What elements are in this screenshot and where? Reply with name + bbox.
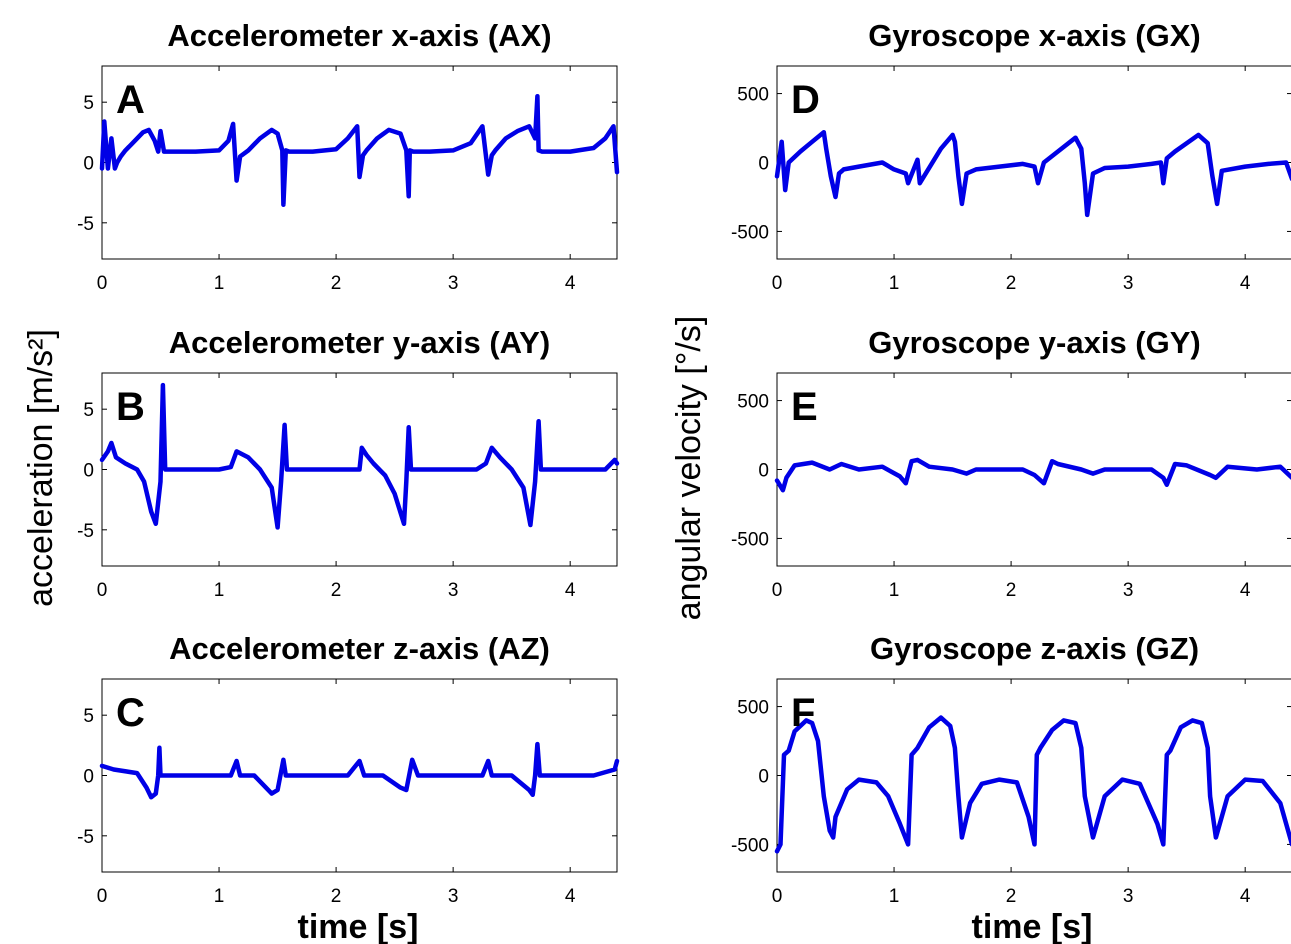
x-tick-label-ay-1: 1 [214, 580, 225, 601]
y-tick-label-gy-2: -500 [731, 529, 769, 550]
panel-gy: Gyroscope y-axis (GY) 0 1 2 3 4 500 0 -500 E [731, 325, 1291, 601]
x-tick-label-gy-0: 0 [772, 580, 783, 601]
y-tick-label-az-0: 5 [83, 706, 94, 727]
panel-title-gy: Gyroscope y-axis (GY) [868, 325, 1201, 360]
x-tick-label-gx-4: 4 [1240, 273, 1251, 294]
y-tick-label-ax-0: 5 [83, 93, 94, 114]
y-tick-label-ax-2: -5 [77, 214, 94, 235]
panel-letter-gy: E [791, 385, 818, 429]
x-tick-label-az-1: 1 [214, 886, 225, 907]
panel-title-gx: Gyroscope x-axis (GX) [868, 18, 1201, 53]
x-tick-label-ax-4: 4 [565, 273, 576, 294]
y-tick-label-gx-2: -500 [731, 222, 769, 243]
y-tick-label-ay-0: 5 [83, 400, 94, 421]
y-tick-label-gy-1: 0 [758, 461, 769, 482]
y-tick-label-ay-2: -5 [77, 521, 94, 542]
series-line-ay [99, 382, 620, 530]
x-tick-label-gy-4: 4 [1240, 580, 1251, 601]
series-line-gz [774, 715, 1291, 854]
y-label-angular-velocity: angular velocity [°/s] [670, 316, 708, 621]
y-tick-label-gz-2: -500 [731, 835, 769, 856]
panel-title-ax: Accelerometer x-axis (AX) [167, 18, 551, 53]
x-tick-label-az-0: 0 [97, 886, 108, 907]
x-tick-label-ay-3: 3 [448, 580, 459, 601]
x-tick-label-gz-4: 4 [1240, 886, 1251, 907]
series-line-az [99, 741, 620, 800]
x-tick-label-gy-3: 3 [1123, 580, 1134, 601]
x-tick-label-ay-2: 2 [331, 580, 342, 601]
y-tick-label-gx-0: 500 [737, 85, 769, 106]
y-tick-label-gz-0: 500 [737, 698, 769, 719]
x-tick-label-ay-4: 4 [565, 580, 576, 601]
panel-letter-gz: F [791, 691, 815, 735]
x-label-time-right: time [s] [972, 908, 1093, 944]
y-tick-label-gy-0: 500 [737, 392, 769, 413]
series-line-ax [99, 93, 620, 207]
x-tick-label-gz-3: 3 [1123, 886, 1134, 907]
x-tick-label-ax-1: 1 [214, 273, 225, 294]
y-tick-label-az-1: 0 [83, 767, 94, 788]
y-tick-label-ax-1: 0 [83, 154, 94, 175]
x-tick-label-gx-0: 0 [772, 273, 783, 294]
x-tick-label-gz-1: 1 [889, 886, 900, 907]
x-tick-label-gx-3: 3 [1123, 273, 1134, 294]
x-tick-label-gz-2: 2 [1006, 886, 1017, 907]
x-tick-label-gz-0: 0 [772, 886, 783, 907]
panel-ay: Accelerometer y-axis (AY) 0 1 2 3 4 5 0 -5 B [77, 325, 620, 601]
panel-letter-gx: D [791, 78, 820, 122]
y-tick-label-ay-1: 0 [83, 461, 94, 482]
panel-letter-ay: B [116, 385, 145, 429]
x-tick-label-gy-2: 2 [1006, 580, 1017, 601]
panel-gx: Gyroscope x-axis (GX) 0 1 2 3 4 500 0 -500 D [731, 18, 1291, 294]
x-tick-label-ax-0: 0 [97, 273, 108, 294]
series-line-gx [774, 129, 1291, 218]
panel-title-gz: Gyroscope z-axis (GZ) [870, 631, 1199, 666]
x-label-time-left: time [s] [298, 908, 419, 944]
panel-letter-ax: A [116, 78, 145, 122]
panel-ax: Accelerometer x-axis (AX) 0 1 2 3 4 5 0 -5 A [77, 18, 620, 294]
x-tick-label-az-2: 2 [331, 886, 342, 907]
y-tick-label-gz-1: 0 [758, 767, 769, 788]
panel-az: Accelerometer z-axis (AZ) 0 1 2 3 4 5 0 -5 C [77, 631, 620, 907]
x-tick-label-gx-2: 2 [1006, 273, 1017, 294]
panel-letter-az: C [116, 691, 145, 735]
y-label-acceleration: acceleration [m/s²] [22, 329, 60, 607]
x-tick-label-gy-1: 1 [889, 580, 900, 601]
y-tick-label-gx-1: 0 [758, 154, 769, 175]
x-tick-label-ax-3: 3 [448, 273, 459, 294]
series-line-gy [774, 457, 1291, 493]
panel-title-az: Accelerometer z-axis (AZ) [169, 631, 550, 666]
x-tick-label-ax-2: 2 [331, 273, 342, 294]
x-tick-label-az-4: 4 [565, 886, 576, 907]
panel-gz: Gyroscope z-axis (GZ) 0 1 2 3 4 500 0 -500 F [731, 631, 1291, 907]
panel-title-ay: Accelerometer y-axis (AY) [169, 325, 550, 360]
x-tick-label-ay-0: 0 [97, 580, 108, 601]
axes-frame-gx [776, 65, 1291, 260]
x-tick-label-gx-1: 1 [889, 273, 900, 294]
x-tick-label-az-3: 3 [448, 886, 459, 907]
y-tick-label-az-2: -5 [77, 827, 94, 848]
panels-group: Accelerometer x-axis (AX)0 1 2 3 450-5AAccel… [77, 18, 1291, 907]
